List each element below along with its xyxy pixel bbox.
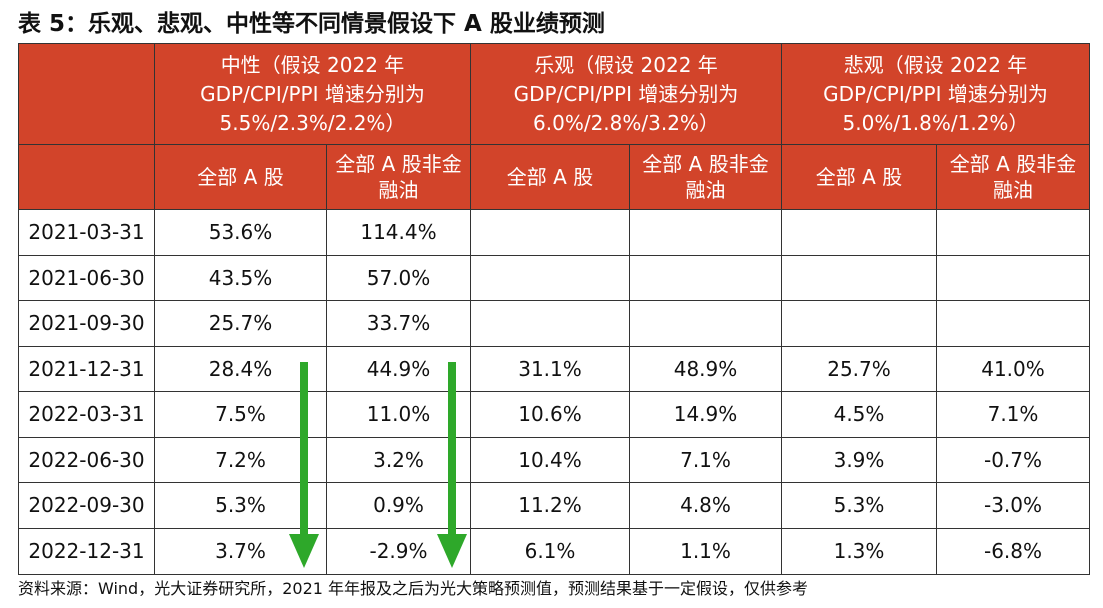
value-cell: [781, 254, 937, 301]
value-cell: 5.3%: [781, 482, 937, 529]
subheader-ex-fin: 全部 A 股非金 融油: [936, 144, 1090, 210]
value-cell: 6.1%: [470, 527, 630, 575]
value-cell: 7.2%: [154, 436, 327, 483]
value-cell: -0.7%: [936, 436, 1090, 483]
subheader-all-a: 全部 A 股: [470, 144, 630, 210]
subheader-ex-fin-line2: 融油: [685, 178, 726, 202]
subheader-ex-fin-line2: 融油: [993, 178, 1033, 202]
value-cell: 10.4%: [470, 436, 630, 483]
table-row: 2021-03-31 53.6% 114.4%: [18, 209, 1090, 256]
subheader-ex-fin-line1: 全部 A 股非金: [335, 152, 462, 176]
header-optimistic-line3: 6.0%/2.8%/3.2%）: [533, 110, 719, 135]
subheader-ex-fin: 全部 A 股非金 融油: [326, 144, 471, 210]
header-pessimistic-line2: GDP/CPI/PPI 增速分别为: [823, 81, 1048, 106]
down-arrow-icon: [437, 362, 467, 568]
row-date: 2022-06-30: [18, 436, 155, 483]
header-optimistic: 乐观（假设 2022 年 GDP/CPI/PPI 增速分别为 6.0%/2.8%…: [470, 43, 782, 145]
table-row: 2022-03-31 7.5% 11.0% 10.6% 14.9% 4.5% 7.1%: [18, 391, 1090, 438]
row-date: 2022-03-31: [18, 391, 155, 438]
value-cell: 10.6%: [470, 391, 630, 438]
value-cell: 28.4%: [154, 345, 327, 392]
row-date: 2022-12-31: [18, 527, 155, 575]
value-cell: 4.5%: [781, 391, 937, 438]
value-cell: 31.1%: [470, 345, 630, 392]
value-cell: 1.1%: [629, 527, 782, 575]
value-cell: 25.7%: [781, 345, 937, 392]
table-row: 2021-06-30 43.5% 57.0%: [18, 254, 1090, 301]
value-cell: 1.3%: [781, 527, 937, 575]
value-cell: 4.8%: [629, 482, 782, 529]
forecast-table: 中性（假设 2022 年 GDP/CPI/PPI 增速分别为 5.5%/2.3%…: [18, 43, 1090, 575]
source-note: 资料来源：Wind，光大证券研究所，2021 年年报及之后为光大策略预测值，预测…: [18, 579, 809, 598]
value-cell: [936, 300, 1090, 347]
value-cell: 5.3%: [154, 482, 327, 529]
value-cell: -3.0%: [936, 482, 1090, 529]
value-cell: 3.2%: [326, 436, 471, 483]
value-cell: [629, 300, 782, 347]
value-cell: 14.9%: [629, 391, 782, 438]
header-neutral-line3: 5.5%/2.3%/2.2%）: [219, 110, 406, 135]
value-cell: 7.1%: [629, 436, 782, 483]
table-row: 2022-06-30 7.2% 3.2% 10.4% 7.1% 3.9% -0.7%: [18, 436, 1090, 483]
value-cell: 11.2%: [470, 482, 630, 529]
subheader-ex-fin-line2: 融油: [378, 178, 419, 202]
value-cell: [781, 300, 937, 347]
header-pessimistic-line1: 悲观（假设 2022 年: [843, 52, 1028, 77]
header-optimistic-line2: GDP/CPI/PPI 增速分别为: [513, 81, 739, 106]
value-cell: 0.9%: [326, 482, 471, 529]
value-cell: [470, 254, 630, 301]
value-cell: [470, 209, 630, 256]
table-row: 2022-09-30 5.3% 0.9% 11.2% 4.8% 5.3% -3.0%: [18, 482, 1090, 529]
value-cell: [936, 254, 1090, 301]
value-cell: 3.9%: [781, 436, 937, 483]
value-cell: [936, 209, 1090, 256]
value-cell: 7.1%: [936, 391, 1090, 438]
value-cell: 43.5%: [154, 254, 327, 301]
subheader-ex-fin: 全部 A 股非金 融油: [629, 144, 782, 210]
row-date: 2022-09-30: [18, 482, 155, 529]
header-optimistic-line1: 乐观（假设 2022 年: [534, 52, 718, 77]
value-cell: 25.7%: [154, 300, 327, 347]
value-cell: 44.9%: [326, 345, 471, 392]
value-cell: 57.0%: [326, 254, 471, 301]
value-cell: [781, 209, 937, 256]
table-title: 表 5：乐观、悲观、中性等不同情景假设下 A 股业绩预测: [18, 11, 605, 37]
header-pessimistic-line3: 5.0%/1.8%/1.2%）: [842, 110, 1029, 135]
subheader-all-a: 全部 A 股: [781, 144, 937, 210]
header-neutral: 中性（假设 2022 年 GDP/CPI/PPI 增速分别为 5.5%/2.3%…: [154, 43, 471, 145]
header-neutral-line1: 中性（假设 2022 年: [220, 52, 405, 77]
table-body: 2021-03-31 53.6% 114.4% 2021-06-30 43.5% 57.0…: [18, 209, 1090, 575]
value-cell: 33.7%: [326, 300, 471, 347]
subheader-ex-fin-line1: 全部 A 股非金: [642, 152, 769, 176]
value-cell: 11.0%: [326, 391, 471, 438]
header-corner: [18, 43, 155, 145]
subheader-all-a: 全部 A 股: [154, 144, 327, 210]
down-arrow-icon: [289, 362, 319, 568]
value-cell: -6.8%: [936, 527, 1090, 575]
value-cell: [470, 300, 630, 347]
value-cell: [629, 209, 782, 256]
subheader-corner: [18, 144, 155, 210]
value-cell: 114.4%: [326, 209, 471, 256]
header-neutral-line2: GDP/CPI/PPI 增速分别为: [200, 81, 425, 106]
subheader-ex-fin-line1: 全部 A 股非金: [949, 152, 1077, 176]
value-cell: 7.5%: [154, 391, 327, 438]
value-cell: 48.9%: [629, 345, 782, 392]
